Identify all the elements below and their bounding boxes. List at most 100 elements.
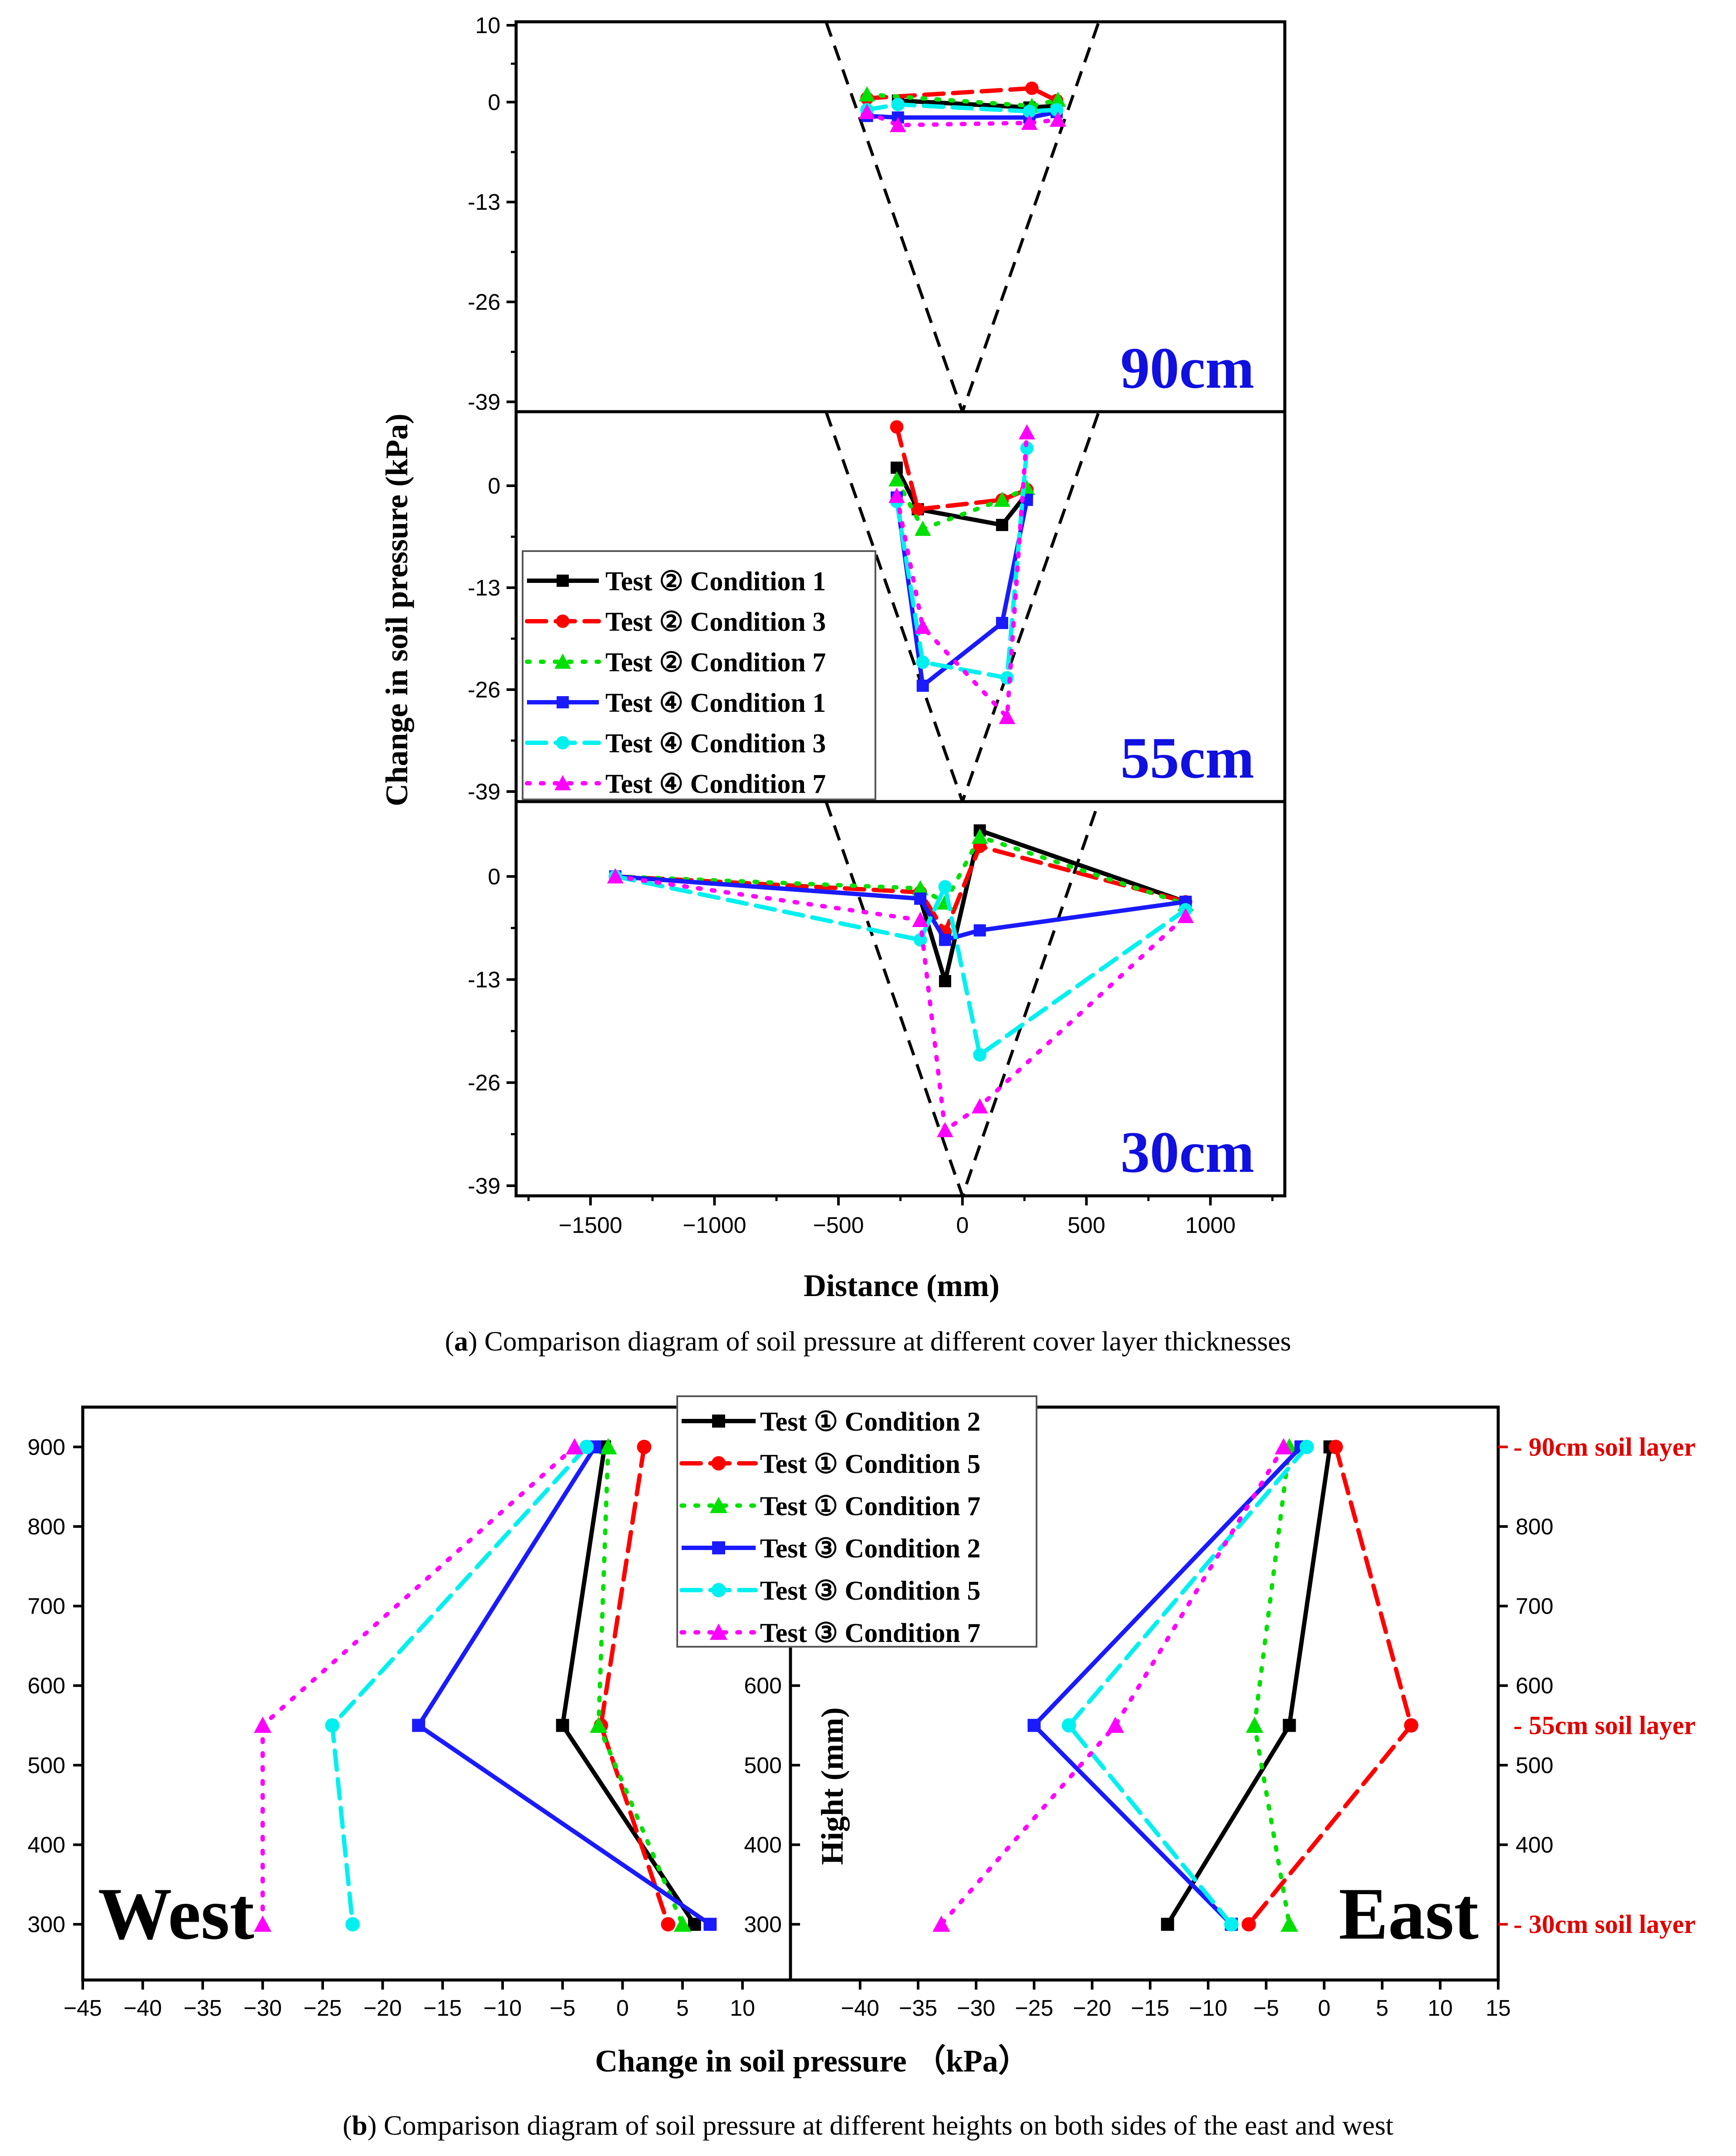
data-point bbox=[661, 1917, 675, 1932]
x-tick-label: −15 bbox=[1131, 1996, 1169, 2021]
legend-marker bbox=[557, 696, 569, 708]
legend-marker bbox=[557, 575, 569, 587]
y-tick-label: -26 bbox=[468, 1070, 500, 1096]
x-tick-label: 15 bbox=[1486, 1996, 1511, 2021]
y-tick-label: 0 bbox=[488, 474, 500, 499]
legend-marker bbox=[711, 1583, 726, 1598]
legend-marker bbox=[712, 1415, 725, 1428]
chart-b-ylabel: Hight (mm) bbox=[815, 1707, 850, 1865]
legend-label: Test ① Condition 5 bbox=[760, 1449, 980, 1479]
y-tick-label: 300 bbox=[27, 1912, 65, 1937]
y-tick-label: 400 bbox=[1516, 1833, 1554, 1858]
y-tick-label: 600 bbox=[27, 1673, 65, 1699]
data-point bbox=[913, 933, 927, 947]
x-tick-label: −45 bbox=[64, 1996, 102, 2021]
data-point bbox=[1241, 1917, 1256, 1932]
x-tick-label: −25 bbox=[1015, 1996, 1053, 2021]
series-line bbox=[260, 1445, 577, 1927]
legend-marker bbox=[709, 1496, 728, 1513]
x-tick-label: −20 bbox=[1073, 1996, 1111, 2021]
data-point bbox=[858, 104, 875, 119]
data-point bbox=[914, 619, 931, 634]
series-line bbox=[613, 874, 1188, 1057]
data-point bbox=[325, 1718, 340, 1733]
data-point bbox=[412, 1719, 426, 1732]
y-tick-label: -39 bbox=[468, 779, 500, 805]
y-tick-label: 800 bbox=[1516, 1514, 1554, 1540]
chart-a-panel-2 bbox=[607, 802, 1194, 1196]
y-tick-label: 800 bbox=[27, 1514, 65, 1540]
y-tick-label: 400 bbox=[744, 1833, 782, 1858]
chart-a-xlabel: Distance (mm) bbox=[804, 1268, 1000, 1303]
x-tick-label: −10 bbox=[1189, 1996, 1227, 2021]
x-tick-label: 10 bbox=[730, 1996, 755, 2021]
data-point bbox=[888, 487, 905, 503]
y-tick-label: 10 bbox=[475, 13, 500, 38]
data-point bbox=[1246, 1716, 1263, 1733]
data-point bbox=[1106, 1716, 1125, 1733]
data-point bbox=[1050, 103, 1064, 117]
chart-a-ylabel: Change in soil pressure (kPa) bbox=[379, 413, 414, 806]
chart-a: 10 0 -13 -26 -39 90cm 0 -13 -26 -39 55cm 0 -13 -26 -39… bbox=[468, 13, 1287, 1238]
y-tick-label: 500 bbox=[744, 1753, 782, 1778]
data-point bbox=[1050, 91, 1066, 107]
x-tick-label: −35 bbox=[183, 1996, 222, 2021]
side-label: West bbox=[98, 1873, 254, 1955]
data-point bbox=[939, 975, 951, 988]
series-line bbox=[615, 828, 1186, 984]
x-tick-label: −10 bbox=[483, 1996, 522, 2021]
data-point bbox=[1224, 1917, 1239, 1932]
y-tick-label: 600 bbox=[744, 1673, 782, 1699]
series-line bbox=[1067, 1445, 1309, 1927]
data-point bbox=[688, 1918, 701, 1931]
x-tick-label: −25 bbox=[304, 1996, 342, 2021]
y-tick-label: 900 bbox=[27, 1435, 65, 1460]
legend-label: Test ④ Condition 3 bbox=[605, 729, 826, 758]
legend-marker bbox=[556, 736, 570, 750]
data-point bbox=[1027, 1719, 1041, 1732]
data-point bbox=[565, 1438, 584, 1455]
data-point bbox=[971, 1098, 988, 1114]
x-tick-label: 0 bbox=[616, 1996, 629, 2021]
data-point bbox=[1177, 907, 1194, 923]
y-tick-label: -26 bbox=[468, 677, 500, 703]
x-tick-label: −35 bbox=[899, 1996, 937, 2021]
data-point bbox=[911, 502, 925, 516]
data-point bbox=[938, 880, 952, 894]
data-point bbox=[1025, 81, 1039, 95]
y-tick-label: 0 bbox=[488, 90, 500, 115]
data-point bbox=[994, 491, 1010, 507]
y-tick-label: 500 bbox=[27, 1753, 65, 1778]
chart-b-legend: Test ① Condition 2 Test ① Condition 5 Test… bbox=[676, 1395, 1037, 1648]
data-point bbox=[1404, 1718, 1419, 1733]
legend-marker bbox=[711, 1456, 726, 1471]
data-point bbox=[1161, 1918, 1174, 1931]
data-point bbox=[891, 98, 905, 112]
x-tick-label: −40 bbox=[124, 1996, 162, 2021]
guide-v-line bbox=[824, 412, 1101, 802]
data-point bbox=[345, 1917, 360, 1932]
panel-label: 30cm bbox=[1121, 1120, 1254, 1185]
data-point bbox=[912, 880, 929, 896]
data-point bbox=[253, 1716, 272, 1733]
guide-v-line bbox=[824, 22, 1101, 412]
data-point bbox=[916, 680, 929, 692]
side-label: East bbox=[1339, 1873, 1479, 1955]
x-tick-label: 5 bbox=[676, 1996, 689, 2021]
series-line bbox=[1246, 1445, 1414, 1927]
legend-box bbox=[522, 550, 876, 800]
data-point bbox=[1061, 1718, 1076, 1733]
legend-marker bbox=[554, 653, 571, 669]
x-tick-label: −1500 bbox=[559, 1213, 622, 1238]
data-point bbox=[1018, 424, 1035, 440]
y-tick-label: -39 bbox=[468, 389, 500, 415]
x-tick-label: 500 bbox=[1067, 1213, 1105, 1238]
data-point bbox=[1299, 1439, 1314, 1454]
x-tick-label: −500 bbox=[813, 1213, 864, 1238]
x-tick-label: −30 bbox=[957, 1996, 995, 2021]
series-line bbox=[596, 1445, 685, 1927]
data-point bbox=[590, 1716, 608, 1733]
series-line bbox=[1252, 1445, 1292, 1927]
x-tick-label: −15 bbox=[423, 1996, 462, 2021]
data-point bbox=[971, 828, 988, 844]
